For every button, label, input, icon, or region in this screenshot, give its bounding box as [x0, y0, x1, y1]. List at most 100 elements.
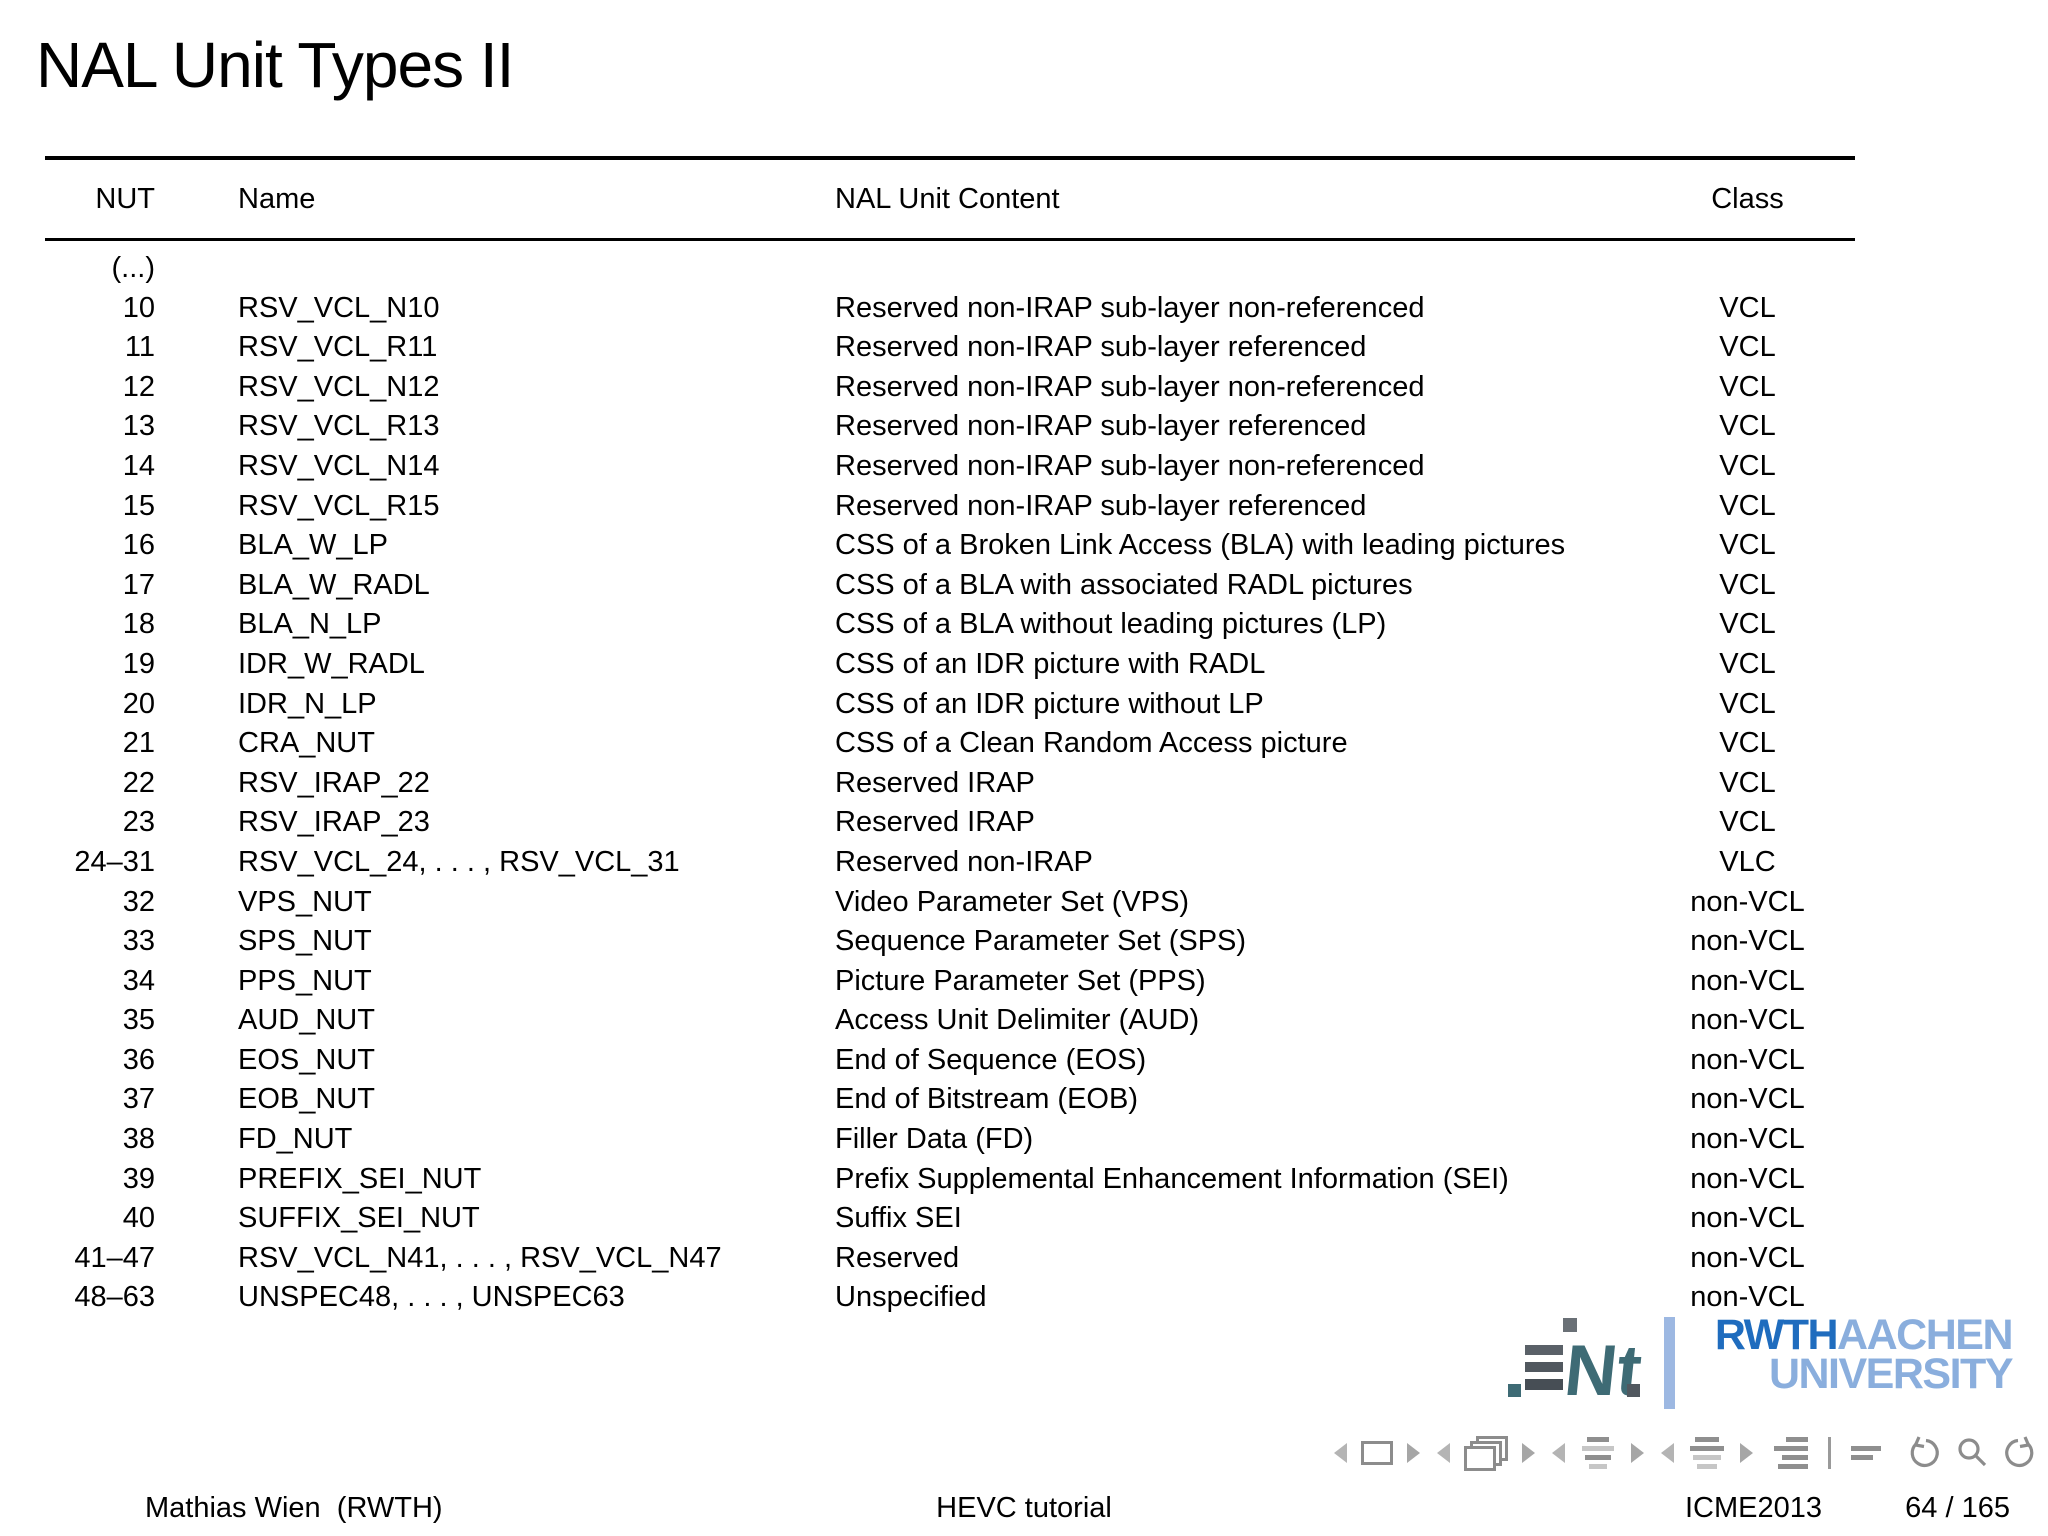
cell-name: PREFIX_SEI_NUT — [238, 1162, 482, 1195]
cell-name: RSV_VCL_N10 — [238, 291, 440, 324]
table-row: 37 EOB_NUT End of Bitstream (EOB) non-VC… — [45, 1080, 1855, 1120]
header-content: NAL Unit Content — [835, 182, 1060, 215]
table-row: 21 CRA_NUT CSS of a Clean Random Access … — [45, 724, 1855, 764]
cell-class: non-VCL — [1690, 1281, 1805, 1314]
cell-content: Reserved non-IRAP sub-layer referenced — [835, 489, 1367, 522]
cell-content: Reserved IRAP — [835, 766, 1035, 799]
cell-nut: 35 — [122, 1004, 155, 1037]
cell-content: CSS of a BLA without leading pictures (L… — [835, 608, 1387, 641]
cell-name: RSV_VCL_N41, . . . , RSV_VCL_N47 — [238, 1241, 722, 1274]
cell-nut: 40 — [122, 1202, 155, 1235]
table-row: 33 SPS_NUT Sequence Parameter Set (SPS) … — [45, 922, 1855, 962]
cell-content: CSS of an IDR picture without LP — [835, 687, 1264, 720]
prev-section-arrow-icon[interactable] — [1661, 1443, 1674, 1463]
cell-nut: 15 — [122, 489, 155, 522]
next-subsection-arrow-icon[interactable] — [1631, 1443, 1644, 1463]
cell-class: VCL — [1719, 529, 1776, 562]
cell-content: Reserved IRAP — [835, 806, 1035, 839]
cell-class: non-VCL — [1690, 925, 1805, 958]
table-row: 48–63 UNSPEC48, . . . , UNSPEC63 Unspeci… — [45, 1278, 1855, 1318]
cell-class: VCL — [1719, 766, 1776, 799]
slide-icon[interactable] — [1361, 1441, 1393, 1465]
cell-class: VCL — [1719, 727, 1776, 760]
table-header-row: NUT Name NAL Unit Content Class — [45, 160, 1855, 241]
cell-name: BLA_W_LP — [238, 529, 388, 562]
cell-nut: 12 — [122, 370, 155, 403]
rwth-logo-name: RWTH — [1714, 1311, 1839, 1359]
search-icon[interactable] — [1956, 1436, 1988, 1470]
cell-name: RSV_VCL_N12 — [238, 370, 440, 403]
ellipsis-cell: (...) — [111, 252, 156, 284]
section-icon[interactable] — [1688, 1437, 1726, 1469]
table-row: 24–31 RSV_VCL_24, . . . , RSV_VCL_31 Res… — [45, 843, 1855, 883]
table-row: 11 RSV_VCL_R11 Reserved non-IRAP sub-lay… — [45, 328, 1855, 368]
logo-separator-bar — [1664, 1317, 1675, 1409]
header-name: Name — [238, 182, 316, 215]
cell-class: VCL — [1719, 489, 1776, 522]
presentation-start-icon[interactable] — [1770, 1437, 1808, 1469]
cell-class: VCL — [1719, 410, 1776, 443]
appendix-icon[interactable] — [1851, 1446, 1889, 1460]
table-row: 14 RSV_VCL_N14 Reserved non-IRAP sub-lay… — [45, 447, 1855, 487]
cell-class: non-VCL — [1690, 885, 1805, 918]
cell-class: non-VCL — [1690, 1004, 1805, 1037]
next-section-arrow-icon[interactable] — [1740, 1443, 1753, 1463]
table-row: 23 RSV_IRAP_23 Reserved IRAP VCL — [45, 803, 1855, 843]
cell-nut: 17 — [122, 568, 155, 601]
cell-name: BLA_W_RADL — [238, 568, 430, 601]
table-row: 13 RSV_VCL_R13 Reserved non-IRAP sub-lay… — [45, 407, 1855, 447]
cell-content: Picture Parameter Set (PPS) — [835, 964, 1206, 997]
table-row: 17 BLA_W_RADL CSS of a BLA with associat… — [45, 566, 1855, 606]
cell-content: Reserved non-IRAP sub-layer non-referenc… — [835, 291, 1425, 324]
frame-overlays-icon[interactable] — [1464, 1436, 1508, 1471]
table-row: 12 RSV_VCL_N12 Reserved non-IRAP sub-lay… — [45, 368, 1855, 408]
footer-conference: ICME2013 — [1685, 1492, 1823, 1524]
cell-nut: 23 — [122, 806, 155, 839]
cell-class: VCL — [1719, 331, 1776, 364]
table-row: 32 VPS_NUT Video Parameter Set (VPS) non… — [45, 883, 1855, 923]
cell-name: SUFFIX_SEI_NUT — [238, 1202, 480, 1235]
cell-name: UNSPEC48, . . . , UNSPEC63 — [238, 1281, 625, 1314]
cell-class: VCL — [1719, 806, 1776, 839]
cell-name: RSV_VCL_N14 — [238, 449, 440, 482]
rwth-logo-city: AACHEN — [1837, 1311, 2013, 1359]
cell-nut: 48–63 — [74, 1281, 155, 1314]
cell-nut: 36 — [122, 1043, 155, 1076]
cell-name: EOS_NUT — [238, 1043, 375, 1076]
slide-nav-group — [1334, 1441, 1420, 1465]
subsection-icon[interactable] — [1579, 1437, 1617, 1469]
back-icon[interactable] — [1906, 1436, 1942, 1470]
header-class: Class — [1711, 182, 1784, 215]
cell-content: Reserved non-IRAP sub-layer referenced — [835, 331, 1367, 364]
cell-class: VCL — [1719, 647, 1776, 680]
cell-content: Reserved non-IRAP sub-layer non-referenc… — [835, 370, 1425, 403]
table-body: (...) 10 RSV_VCL_N10 Reserved non-IRAP s… — [45, 241, 1855, 1318]
cell-nut: 14 — [122, 449, 155, 482]
cell-nut: 22 — [122, 766, 155, 799]
cell-nut: 20 — [122, 687, 155, 720]
nav-divider — [1828, 1437, 1831, 1469]
next-frame-arrow-icon[interactable] — [1522, 1443, 1535, 1463]
cell-content: Filler Data (FD) — [835, 1123, 1034, 1156]
document-nav-group — [1770, 1437, 1889, 1469]
nal-unit-table: NUT Name NAL Unit Content Class (...) 10… — [45, 156, 1855, 1318]
table-row: 20 IDR_N_LP CSS of an IDR picture withou… — [45, 685, 1855, 725]
cell-name: AUD_NUT — [238, 1004, 375, 1037]
table-row: 19 IDR_W_RADL CSS of an IDR picture with… — [45, 645, 1855, 685]
cell-content: Prefix Supplemental Enhancement Informat… — [835, 1162, 1509, 1195]
forward-icon[interactable] — [2002, 1436, 2038, 1470]
ient-institute-logo: Nt — [1508, 1318, 1645, 1410]
cell-name: RSV_VCL_R13 — [238, 410, 440, 443]
prev-frame-arrow-icon[interactable] — [1437, 1443, 1450, 1463]
cell-nut: 38 — [122, 1123, 155, 1156]
cell-name: BLA_N_LP — [238, 608, 382, 641]
table-row: 39 PREFIX_SEI_NUT Prefix Supplemental En… — [45, 1160, 1855, 1200]
prev-slide-arrow-icon[interactable] — [1334, 1443, 1347, 1463]
cell-nut: 41–47 — [74, 1241, 155, 1274]
cell-name: RSV_VCL_24, . . . , RSV_VCL_31 — [238, 845, 680, 878]
next-slide-arrow-icon[interactable] — [1407, 1443, 1420, 1463]
cell-content: Reserved non-IRAP sub-layer referenced — [835, 410, 1367, 443]
prev-subsection-arrow-icon[interactable] — [1552, 1443, 1565, 1463]
header-nut: NUT — [95, 182, 155, 215]
cell-content: Suffix SEI — [835, 1202, 962, 1235]
